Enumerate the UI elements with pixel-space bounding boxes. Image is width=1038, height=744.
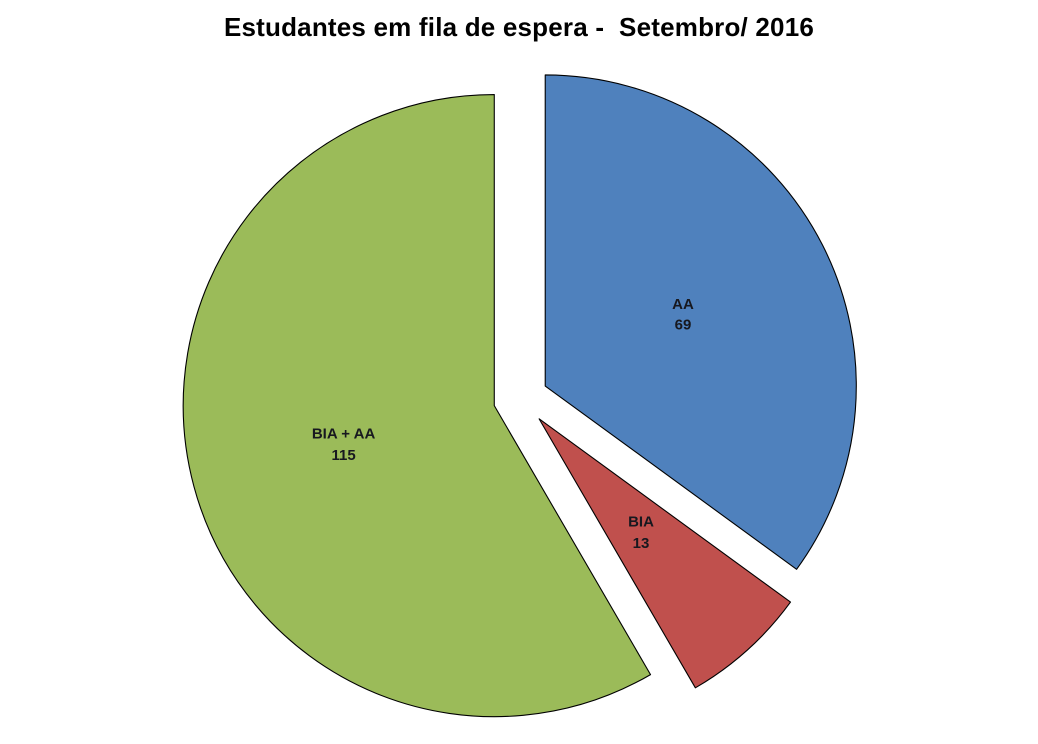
svg-text:69: 69 [675, 317, 692, 334]
svg-text:BIA + AA: BIA + AA [312, 426, 376, 443]
svg-text:115: 115 [331, 447, 355, 464]
svg-text:AA: AA [672, 296, 694, 313]
svg-text:13: 13 [633, 535, 650, 552]
svg-text:BIA: BIA [628, 514, 654, 531]
